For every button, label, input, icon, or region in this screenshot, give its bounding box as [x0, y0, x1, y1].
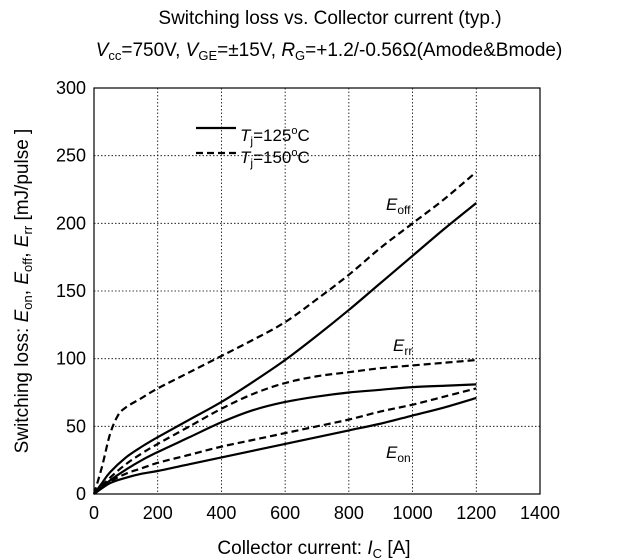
legend-label-150: Tj=150oC — [240, 147, 310, 170]
plot-frame — [93, 87, 541, 495]
annotation-e-rr: Err — [393, 336, 412, 358]
x-tick-label: 400 — [206, 503, 236, 523]
series-line-e-on-tj125 — [93, 396, 477, 495]
x-tick-label: 1000 — [393, 503, 433, 523]
x-tick-label: 1400 — [520, 503, 560, 523]
x-tick-label: 1200 — [456, 503, 496, 523]
x-tick-label: 600 — [270, 503, 300, 523]
x-tick-labels: 0 200 400 600 800 1000 1200 1400 — [89, 503, 560, 523]
legend: Tj=125oC Tj=150oC — [196, 125, 310, 170]
series-line-e-rr-tj125 — [93, 383, 477, 495]
chart-title: Switching loss vs. Collector current (ty… — [158, 8, 501, 29]
y-tick-label: 50 — [66, 416, 86, 436]
series-line-e-on-tj150 — [93, 387, 477, 495]
annotation-e-off: Eoff — [386, 195, 411, 217]
series-lines — [92, 171, 478, 495]
x-axis-label: Collector current: IC [A] — [217, 538, 410, 560]
chart-subtitle: Vcc=750V, VGE=±15V, RG=+1.2/-0.56Ω(Amode… — [96, 40, 563, 63]
y-tick-labels: 0 50 100 150 200 250 300 — [56, 78, 86, 504]
annotation-e-on: Eon — [386, 443, 411, 465]
y-tick-label: 150 — [56, 281, 86, 301]
y-tick-label: 0 — [76, 484, 86, 504]
y-tick-label: 100 — [56, 349, 86, 369]
y-tick-label: 300 — [56, 78, 86, 98]
series-line-e-off-tj150 — [92, 171, 478, 495]
y-axis-label: Switching loss: Eon, Eoff, Err [mJ/pulse… — [12, 129, 35, 454]
y-tick-label: 200 — [56, 213, 86, 233]
series-line-e-off-tj125 — [93, 202, 477, 495]
x-tick-label: 0 — [89, 503, 99, 523]
legend-label-125: Tj=125oC — [240, 125, 310, 148]
x-tick-label: 800 — [334, 503, 364, 523]
grid-lines — [94, 88, 540, 494]
series-line-e-rr-tj150 — [93, 358, 477, 495]
x-tick-label: 200 — [143, 503, 173, 523]
y-tick-label: 250 — [56, 146, 86, 166]
